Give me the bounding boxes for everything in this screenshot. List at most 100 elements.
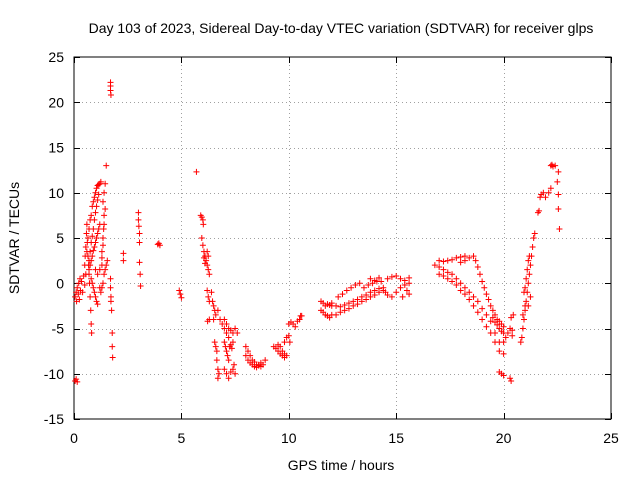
data-point: [461, 257, 468, 264]
data-point: [229, 339, 236, 346]
data-point: [89, 253, 96, 260]
data-point: [262, 357, 269, 364]
data-point: [476, 271, 483, 278]
data-point: [90, 284, 97, 291]
data-point: [500, 372, 507, 379]
data-point: [436, 257, 443, 264]
data-point: [104, 257, 111, 264]
data-point: [99, 280, 106, 287]
data-point: [483, 291, 490, 298]
data-point: [109, 343, 116, 350]
data-point: [83, 230, 90, 237]
axis-ticks: [74, 57, 612, 420]
data-point: [221, 316, 228, 323]
data-point: [354, 301, 361, 308]
chart-title: Day 103 of 2023, Sidereal Day-to-day VTE…: [89, 20, 594, 36]
data-point: [72, 293, 79, 300]
data-point: [75, 291, 82, 298]
y-tick-label: -10: [44, 366, 64, 382]
data-point: [79, 289, 86, 296]
data-point: [101, 271, 108, 278]
data-point: [555, 206, 562, 213]
data-point: [87, 307, 94, 314]
data-point: [466, 296, 473, 303]
data-point: [286, 339, 293, 346]
data-point: [474, 263, 481, 270]
data-point: [461, 291, 468, 298]
data-point: [88, 330, 95, 337]
data-point: [397, 284, 404, 291]
data-point: [228, 345, 235, 352]
data-point: [470, 293, 477, 300]
data-point: [136, 230, 143, 237]
y-tick-label: -15: [44, 411, 64, 427]
data-point: [500, 323, 507, 330]
data-point: [97, 289, 104, 296]
data-point: [102, 206, 109, 213]
x-tick-label: 0: [70, 430, 78, 446]
data-point: [518, 334, 525, 341]
data-point: [470, 302, 477, 309]
data-point: [98, 248, 105, 255]
data-point: [470, 253, 477, 260]
data-point: [440, 273, 447, 280]
data-point: [87, 293, 94, 300]
data-point: [234, 330, 241, 337]
data-point: [78, 278, 85, 285]
data-point: [507, 375, 514, 382]
data-point: [204, 248, 211, 255]
data-point: [487, 318, 494, 325]
data-point: [519, 325, 526, 332]
data-point: [525, 302, 532, 309]
data-point: [210, 302, 217, 309]
data-point: [244, 348, 251, 355]
data-point: [120, 257, 127, 264]
data-point: [504, 330, 511, 337]
data-point: [436, 271, 443, 278]
data-point: [212, 311, 219, 318]
data-point: [91, 216, 98, 223]
data-point: [444, 269, 451, 276]
data-point: [81, 282, 88, 289]
data-point: [494, 321, 501, 328]
data-point: [393, 273, 400, 280]
data-point: [406, 280, 413, 287]
data-point: [223, 330, 230, 337]
data-point: [371, 292, 378, 299]
data-point: [531, 230, 538, 237]
data-point: [199, 242, 206, 249]
x-tick-label: 15: [388, 430, 404, 446]
data-point: [525, 257, 532, 264]
x-tick-label: 5: [178, 430, 186, 446]
data-point: [298, 312, 305, 319]
data-point: [444, 275, 451, 282]
data-point: [378, 278, 385, 285]
data-point: [384, 292, 391, 299]
data-point: [137, 282, 144, 289]
data-point: [556, 225, 563, 232]
data-point: [527, 293, 534, 300]
data-point: [453, 282, 460, 289]
y-tick-label: 0: [56, 275, 64, 291]
data-point: [406, 291, 413, 298]
data-point: [99, 235, 106, 241]
grid: [74, 57, 611, 419]
data-point: [479, 316, 486, 323]
data-point: [92, 189, 99, 196]
data-point: [102, 266, 109, 273]
data-point: [225, 334, 232, 341]
data-point: [345, 305, 352, 312]
data-point: [94, 271, 101, 278]
data-point: [487, 330, 494, 337]
data-point: [92, 209, 99, 216]
data-point: [371, 277, 378, 284]
data-point: [523, 298, 530, 305]
data-point: [521, 289, 528, 296]
data-point: [176, 287, 183, 294]
data-point: [210, 316, 217, 323]
data-point: [88, 257, 95, 264]
data-point: [229, 366, 236, 373]
data-point: [198, 214, 205, 221]
data-point: [225, 357, 232, 364]
